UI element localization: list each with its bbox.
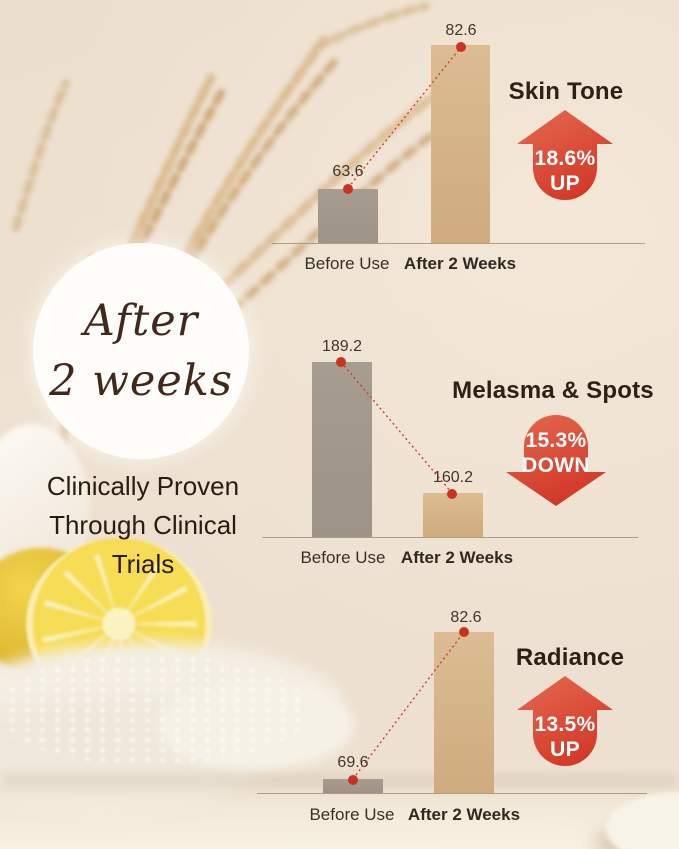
trend-percent: 13.5%: [534, 713, 596, 736]
trend-up-arrow-icon: 13.5% UP: [517, 676, 613, 766]
category-label-after: After 2 Weeks: [400, 548, 514, 567]
chart-title: Radiance: [515, 644, 625, 671]
rice-grains-decoration: [0, 655, 310, 765]
trend-percent: 15.3%: [525, 429, 587, 452]
value-label-before: 63.6: [332, 163, 364, 180]
value-label-after: 82.6: [450, 609, 482, 626]
badge-line-1: After: [83, 296, 199, 346]
tagline-line-1: Clinically Proven: [46, 471, 240, 501]
category-label-before: Before Use: [300, 548, 386, 567]
bar-after-2-weeks: [431, 45, 490, 243]
tagline-line-2: Through Clinical: [49, 510, 237, 540]
value-label-after: 82.6: [445, 22, 477, 39]
category-label-before: Before Use: [304, 254, 390, 273]
tagline-line-3: Trials: [111, 549, 175, 579]
trend-percent: 18.6%: [534, 147, 596, 170]
table-surface-shadow: [0, 774, 679, 800]
trend-direction: DOWN: [522, 454, 590, 477]
badge-line-2: 2 weeks: [49, 356, 233, 406]
value-label-after: 160.2: [432, 469, 474, 486]
bar-after-2-weeks: [423, 493, 483, 537]
value-label-before: 189.2: [321, 338, 363, 355]
chart-title: Melasma & Spots: [452, 377, 654, 404]
bar-before-use: [318, 189, 378, 243]
bar-before-use: [312, 362, 372, 537]
trend-direction: UP: [550, 172, 580, 195]
trend-down-arrow-icon: 15.3% DOWN: [506, 411, 606, 506]
table-surface-highlight: [0, 756, 679, 849]
chart-title: Skin Tone: [508, 78, 624, 105]
chart-baseline: [262, 537, 638, 538]
clinical-tagline: Clinically Proven Through Clinical Trial…: [6, 467, 280, 584]
after-2-weeks-badge: After 2 weeks: [33, 243, 249, 459]
trend-up-arrow-icon: 18.6% UP: [517, 110, 613, 200]
chart-baseline: [272, 243, 645, 244]
category-label-after: After 2 Weeks: [403, 254, 517, 273]
